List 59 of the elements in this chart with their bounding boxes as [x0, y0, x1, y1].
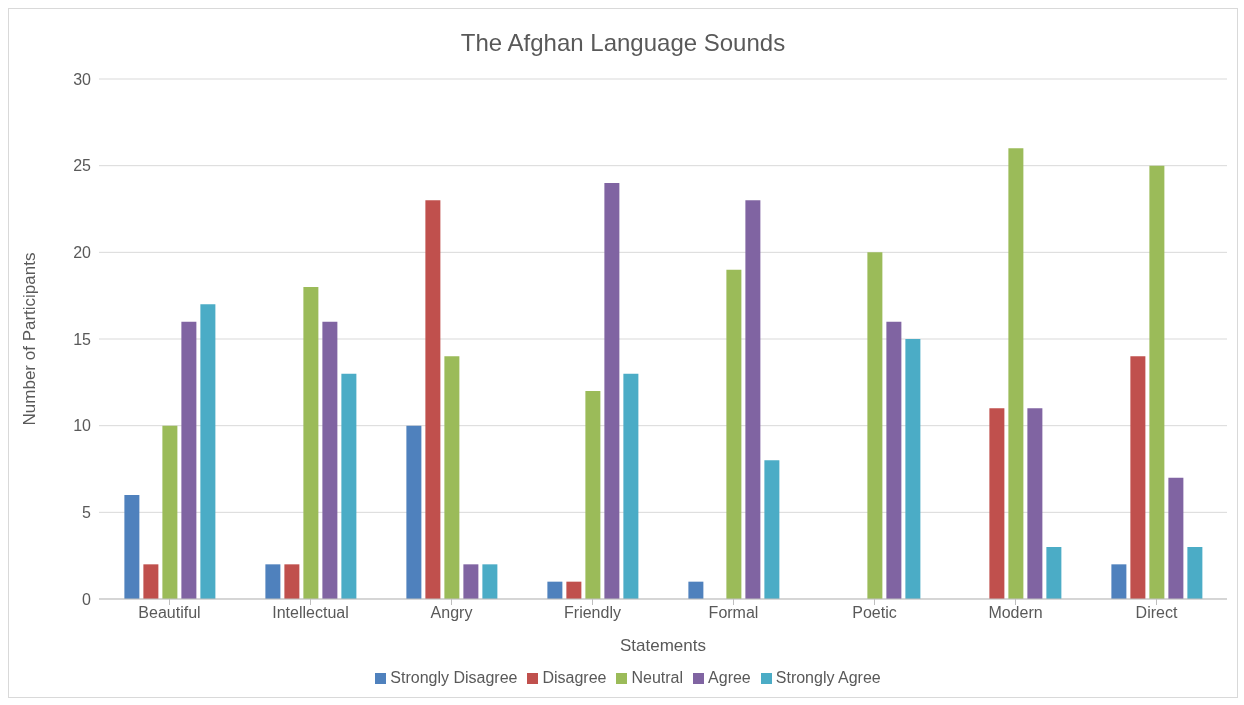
x-tick-label: Beautiful: [138, 604, 201, 622]
y-tick-label: 25: [73, 157, 92, 175]
bar: [989, 408, 1005, 599]
bar: [322, 321, 338, 599]
bar: [444, 356, 460, 599]
x-tick-label: Modern: [988, 604, 1043, 622]
bar: [463, 564, 479, 599]
x-tick-label: Formal: [708, 604, 759, 622]
y-tick-label: 0: [82, 590, 92, 608]
y-tick-label: 15: [73, 330, 92, 348]
bar: [604, 183, 620, 599]
x-tick-label: Angry: [430, 604, 473, 622]
legend-label: Agree: [708, 669, 751, 686]
y-tick-label: 20: [73, 244, 92, 262]
legend-label: Strongly Agree: [775, 669, 881, 686]
bar: [1046, 547, 1062, 599]
x-tick-label: Poetic: [852, 604, 897, 622]
legend-label: Disagree: [542, 669, 607, 686]
y-tick-label: 10: [73, 417, 92, 435]
bar: [124, 495, 140, 599]
bar: [341, 373, 357, 599]
bar: [688, 581, 704, 599]
bar: [425, 200, 441, 599]
bar: [303, 287, 319, 599]
bar: [143, 564, 159, 599]
bar: [200, 304, 216, 599]
bar: [547, 581, 563, 599]
bar: [886, 321, 902, 599]
bar: [867, 252, 883, 599]
bar: [1027, 408, 1043, 599]
bar: [1187, 547, 1203, 599]
x-tick-label: Direct: [1135, 604, 1178, 622]
bar: [905, 339, 921, 599]
bar: [181, 321, 197, 599]
bar: [1008, 148, 1024, 599]
bar: [1111, 564, 1127, 599]
bar: [284, 564, 300, 599]
bar: [1168, 477, 1184, 599]
bar: [764, 460, 780, 599]
y-axis-title: Number of Participants: [20, 252, 40, 426]
bar: [482, 564, 498, 599]
bar: [406, 425, 422, 599]
bar: [162, 425, 178, 599]
bar: [1130, 356, 1146, 599]
bar: [623, 373, 639, 599]
bar: [745, 200, 761, 599]
bar: [265, 564, 281, 599]
y-tick-label: 30: [73, 70, 92, 88]
chart-title: The Afghan Language Sounds: [459, 28, 787, 58]
bar: [585, 391, 601, 599]
x-tick-label: Intellectual: [272, 604, 349, 622]
legend-label: Strongly Disagree: [390, 669, 518, 686]
bar: [1149, 165, 1165, 599]
y-tick-label: 5: [82, 504, 92, 522]
x-tick-label: Friendly: [564, 604, 621, 622]
x-axis-title: Statements: [620, 636, 706, 655]
legend-label: Neutral: [631, 669, 684, 686]
bar: [726, 269, 742, 599]
bar: [566, 581, 582, 599]
